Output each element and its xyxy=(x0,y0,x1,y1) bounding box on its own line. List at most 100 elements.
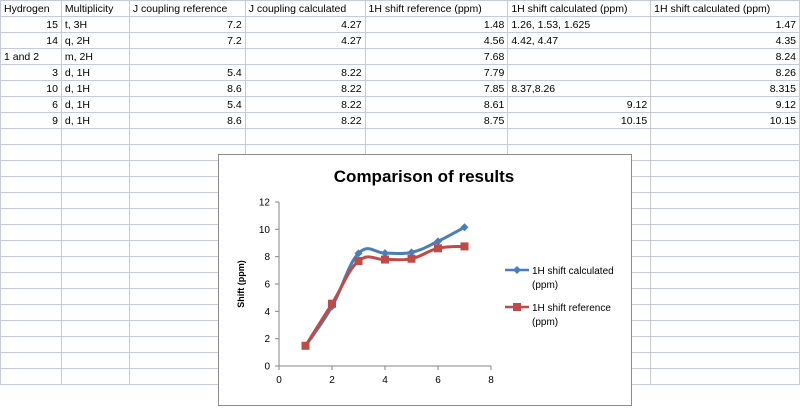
header-cell[interactable]: 1H shift calculated (ppm) xyxy=(507,0,652,17)
empty-cell[interactable] xyxy=(650,272,800,289)
table-cell[interactable] xyxy=(128,48,246,65)
empty-cell[interactable] xyxy=(0,304,62,321)
empty-cell[interactable] xyxy=(60,320,130,337)
empty-cell[interactable] xyxy=(650,240,800,257)
table-cell[interactable]: d, 1H xyxy=(60,80,130,97)
empty-cell[interactable] xyxy=(650,144,800,161)
table-cell[interactable] xyxy=(507,64,652,81)
table-cell[interactable]: 7.2 xyxy=(128,16,246,33)
empty-cell[interactable] xyxy=(650,368,800,385)
empty-cell[interactable] xyxy=(0,288,62,305)
empty-cell[interactable] xyxy=(0,352,62,369)
table-cell[interactable]: 4.27 xyxy=(244,16,366,33)
table-cell[interactable]: 10.15 xyxy=(650,112,800,129)
empty-cell[interactable] xyxy=(0,128,62,145)
empty-cell[interactable] xyxy=(60,336,130,353)
table-cell[interactable]: t, 3H xyxy=(60,16,130,33)
table-cell[interactable]: 5.4 xyxy=(128,96,246,113)
header-cell[interactable]: Multiplicity xyxy=(60,0,130,17)
table-cell[interactable]: 7.2 xyxy=(128,32,246,49)
table-cell[interactable]: 4.56 xyxy=(364,32,509,49)
empty-cell[interactable] xyxy=(650,176,800,193)
empty-cell[interactable] xyxy=(60,224,130,241)
table-cell[interactable]: 8.37,8.26 xyxy=(507,80,652,97)
empty-cell[interactable] xyxy=(650,304,800,321)
table-cell[interactable]: 4.27 xyxy=(244,32,366,49)
empty-cell[interactable] xyxy=(60,144,130,161)
empty-cell[interactable] xyxy=(60,368,130,385)
table-cell[interactable]: 7.79 xyxy=(364,64,509,81)
table-cell[interactable]: 14 xyxy=(0,32,62,49)
empty-cell[interactable] xyxy=(0,336,62,353)
empty-cell[interactable] xyxy=(650,352,800,369)
header-cell[interactable]: 1H shift reference (ppm) xyxy=(364,0,509,17)
empty-cell[interactable] xyxy=(128,128,246,145)
table-cell[interactable]: 7.85 xyxy=(364,80,509,97)
table-cell[interactable]: d, 1H xyxy=(60,96,130,113)
empty-cell[interactable] xyxy=(0,176,62,193)
table-cell[interactable] xyxy=(244,48,366,65)
table-cell[interactable]: 6 xyxy=(0,96,62,113)
header-cell[interactable]: J coupling calculated xyxy=(244,0,366,17)
table-cell[interactable]: 8.24 xyxy=(650,48,800,65)
table-cell[interactable]: 3 xyxy=(0,64,62,81)
empty-cell[interactable] xyxy=(0,320,62,337)
table-cell[interactable]: 8.22 xyxy=(244,64,366,81)
empty-cell[interactable] xyxy=(650,128,800,145)
empty-cell[interactable] xyxy=(60,352,130,369)
empty-cell[interactable] xyxy=(0,256,62,273)
empty-cell[interactable] xyxy=(650,160,800,177)
header-cell[interactable]: 1H shift calculated (ppm) xyxy=(650,0,800,17)
table-cell[interactable]: 8.22 xyxy=(244,80,366,97)
table-cell[interactable]: 10 xyxy=(0,80,62,97)
table-cell[interactable]: q, 2H xyxy=(60,32,130,49)
empty-cell[interactable] xyxy=(0,192,62,209)
table-cell[interactable]: 7.68 xyxy=(364,48,509,65)
table-cell[interactable]: 8.26 xyxy=(650,64,800,81)
table-cell[interactable] xyxy=(507,48,652,65)
empty-cell[interactable] xyxy=(0,160,62,177)
table-cell[interactable]: 4.42, 4.47 xyxy=(507,32,652,49)
empty-cell[interactable] xyxy=(0,144,62,161)
empty-cell[interactable] xyxy=(60,256,130,273)
header-cell[interactable]: J coupling reference xyxy=(128,0,246,17)
empty-cell[interactable] xyxy=(364,128,509,145)
chart-area[interactable]: Comparison of results 0 2 4 6 8 10 12 0 2 4 6 8 Shift… xyxy=(218,154,632,406)
table-cell[interactable]: d, 1H xyxy=(60,112,130,129)
empty-cell[interactable] xyxy=(650,224,800,241)
empty-cell[interactable] xyxy=(244,128,366,145)
empty-cell[interactable] xyxy=(60,160,130,177)
empty-cell[interactable] xyxy=(507,128,652,145)
empty-cell[interactable] xyxy=(60,240,130,257)
table-cell[interactable]: 9.12 xyxy=(507,96,652,113)
empty-cell[interactable] xyxy=(60,272,130,289)
table-cell[interactable]: 8.75 xyxy=(364,112,509,129)
table-cell[interactable]: 8.61 xyxy=(364,96,509,113)
table-cell[interactable]: 9.12 xyxy=(650,96,800,113)
table-cell[interactable]: 8.22 xyxy=(244,96,366,113)
table-cell[interactable]: 1.48 xyxy=(364,16,509,33)
empty-cell[interactable] xyxy=(0,240,62,257)
empty-cell[interactable] xyxy=(0,224,62,241)
empty-cell[interactable] xyxy=(60,304,130,321)
empty-cell[interactable] xyxy=(650,320,800,337)
empty-cell[interactable] xyxy=(650,208,800,225)
table-cell[interactable]: 8.6 xyxy=(128,80,246,97)
table-cell[interactable]: 4.35 xyxy=(650,32,800,49)
empty-cell[interactable] xyxy=(0,272,62,289)
empty-cell[interactable] xyxy=(0,208,62,225)
header-cell[interactable]: Hydrogen xyxy=(0,0,62,17)
table-cell[interactable]: 15 xyxy=(0,16,62,33)
empty-cell[interactable] xyxy=(650,336,800,353)
table-cell[interactable]: 8.6 xyxy=(128,112,246,129)
empty-cell[interactable] xyxy=(60,192,130,209)
table-cell[interactable]: 8.22 xyxy=(244,112,366,129)
table-cell[interactable]: 9 xyxy=(0,112,62,129)
table-cell[interactable]: d, 1H xyxy=(60,64,130,81)
empty-cell[interactable] xyxy=(650,256,800,273)
empty-cell[interactable] xyxy=(60,288,130,305)
empty-cell[interactable] xyxy=(0,368,62,385)
empty-cell[interactable] xyxy=(60,176,130,193)
table-cell[interactable]: 5.4 xyxy=(128,64,246,81)
table-cell[interactable]: 1.26, 1.53, 1.625 xyxy=(507,16,652,33)
